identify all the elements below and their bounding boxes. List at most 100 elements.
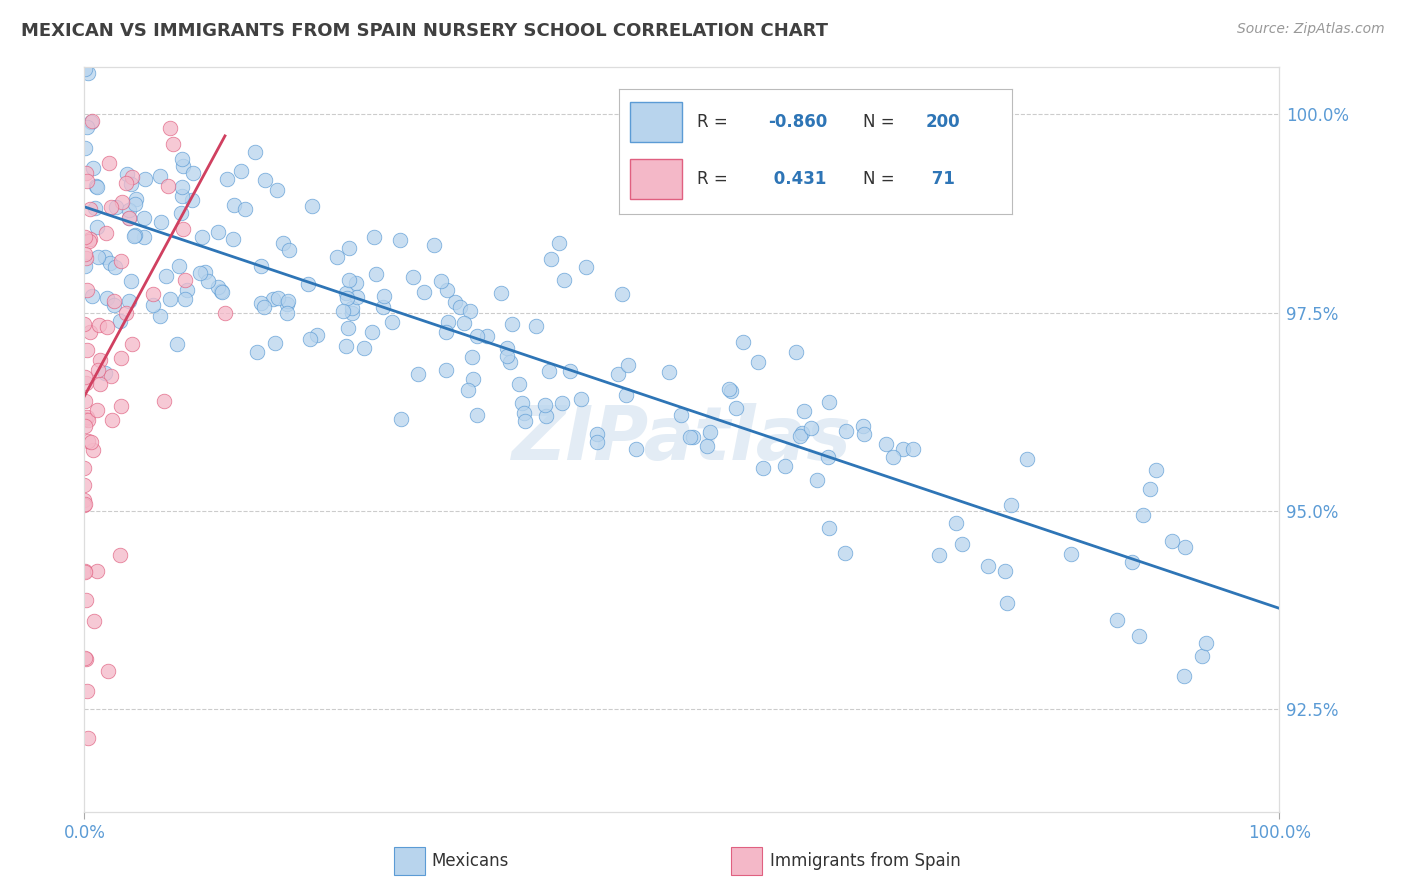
Point — [381, 315, 404, 329]
Point — [785, 344, 807, 359]
Point — [173, 293, 195, 307]
Point — [188, 267, 211, 281]
Point — [80, 113, 103, 128]
Point — [499, 355, 522, 369]
Point — [73, 44, 96, 58]
Point — [569, 392, 592, 406]
Point — [100, 413, 122, 427]
Point — [835, 424, 858, 438]
Point — [430, 274, 453, 288]
Point — [891, 442, 914, 456]
Point — [103, 298, 125, 312]
Point — [434, 363, 457, 377]
Point — [170, 189, 193, 203]
Point — [124, 228, 146, 243]
Point — [121, 169, 143, 184]
Point — [901, 442, 924, 456]
Point — [696, 439, 718, 453]
Point — [332, 303, 354, 318]
Point — [513, 406, 536, 420]
Text: N =: N = — [863, 112, 894, 130]
Point — [806, 473, 828, 487]
Point — [108, 41, 131, 55]
Point — [149, 309, 172, 323]
Point — [180, 193, 202, 207]
Point — [551, 396, 574, 410]
Point — [75, 370, 97, 384]
Point — [89, 318, 111, 333]
Point — [82, 161, 104, 176]
Point — [346, 290, 368, 304]
Point — [172, 222, 194, 236]
Point — [250, 296, 273, 310]
Point — [267, 291, 290, 305]
Point — [465, 408, 488, 422]
Point — [167, 259, 190, 273]
Point — [553, 273, 575, 287]
Point — [344, 276, 367, 290]
Point — [115, 176, 138, 190]
Point — [110, 399, 132, 413]
Point — [720, 384, 742, 398]
Point — [508, 376, 530, 391]
Point — [149, 169, 172, 184]
Point — [124, 197, 146, 211]
Point — [211, 285, 233, 299]
Point — [103, 294, 125, 309]
Point — [76, 174, 98, 188]
Point — [263, 336, 285, 351]
Point — [98, 256, 121, 270]
Text: 200: 200 — [925, 112, 960, 130]
Point — [253, 173, 276, 187]
Point — [501, 317, 523, 331]
Point — [197, 275, 219, 289]
Point — [436, 284, 458, 298]
Point — [724, 401, 747, 416]
Point — [276, 306, 298, 320]
Point — [277, 294, 299, 309]
Text: MEXICAN VS IMMIGRANTS FROM SPAIN NURSERY SCHOOL CORRELATION CHART: MEXICAN VS IMMIGRANTS FROM SPAIN NURSERY… — [21, 22, 828, 40]
Point — [299, 332, 322, 346]
Point — [389, 411, 412, 425]
Point — [82, 442, 104, 457]
Point — [335, 338, 357, 352]
Point — [747, 355, 769, 369]
Point — [790, 425, 813, 440]
Point — [166, 336, 188, 351]
Point — [617, 358, 640, 372]
Point — [658, 365, 681, 379]
Point — [86, 564, 108, 578]
Point — [361, 325, 384, 339]
Point — [100, 369, 122, 384]
Point — [389, 234, 412, 248]
Point — [76, 284, 98, 298]
Point — [159, 121, 181, 136]
Point — [575, 260, 598, 274]
Point — [276, 297, 298, 311]
Point — [607, 368, 630, 382]
Point — [262, 292, 284, 306]
Text: R =: R = — [697, 170, 728, 188]
Text: Source: ZipAtlas.com: Source: ZipAtlas.com — [1237, 22, 1385, 37]
Point — [337, 321, 360, 335]
Point — [172, 160, 194, 174]
Point — [194, 265, 217, 279]
Point — [173, 272, 195, 286]
Point — [297, 277, 319, 292]
Point — [111, 194, 134, 209]
Point — [170, 206, 193, 220]
Point — [83, 201, 105, 215]
Point — [86, 403, 108, 417]
Point — [558, 364, 581, 378]
Point — [434, 325, 457, 339]
Point — [682, 430, 704, 444]
Point — [534, 409, 557, 424]
Point — [73, 247, 96, 261]
FancyBboxPatch shape — [630, 102, 682, 142]
Point — [371, 300, 394, 314]
Point — [176, 283, 198, 297]
Point — [110, 548, 132, 562]
Point — [246, 345, 269, 359]
Point — [152, 393, 174, 408]
Point — [253, 300, 276, 314]
